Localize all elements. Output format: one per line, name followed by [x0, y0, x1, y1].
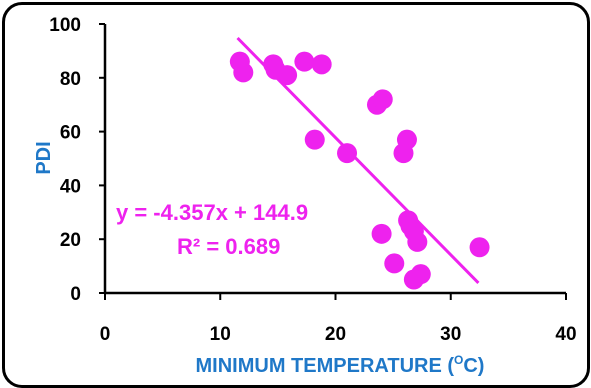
y-tick-label: 0 — [70, 284, 81, 305]
y-tick-label: 20 — [60, 230, 81, 251]
x-axis-title-main: MINIMUM TEMPERATURE ( — [196, 355, 455, 377]
x-axis-title-suffix: C) — [463, 355, 484, 377]
data-point — [277, 65, 298, 86]
data-points — [229, 51, 490, 290]
x-tick-marks: 0 10 20 30 40 — [100, 293, 577, 345]
x-axis-title: MINIMUM TEMPERATURE (OC) — [196, 353, 485, 377]
x-axis-title-superscript: O — [454, 353, 463, 367]
x-tick-label: 10 — [210, 324, 231, 345]
data-point — [469, 237, 490, 258]
data-point — [407, 231, 428, 252]
r-squared-label: R² = 0.689 — [177, 234, 280, 259]
data-point — [393, 143, 414, 164]
trendline — [236, 36, 480, 285]
x-tick-label: 20 — [325, 324, 346, 345]
data-point — [294, 51, 315, 72]
y-tick-label: 40 — [60, 176, 81, 197]
y-tick-label: 60 — [60, 123, 81, 144]
x-tick-label: 40 — [555, 324, 576, 345]
data-point — [384, 253, 405, 274]
data-point — [233, 62, 254, 83]
data-point — [403, 269, 424, 290]
data-point — [371, 223, 392, 244]
x-tick-label: 0 — [100, 324, 111, 345]
x-tick-label: 30 — [440, 324, 461, 345]
data-point — [311, 54, 332, 75]
y-tick-marks: 0 20 40 60 80 100 — [49, 15, 105, 305]
y-axis-title: PDI — [33, 141, 55, 174]
data-point — [304, 129, 325, 150]
y-tick-label: 80 — [60, 69, 81, 90]
trendline-equation: y = -4.357x + 144.9 — [116, 200, 308, 225]
data-point — [337, 143, 358, 164]
data-point — [372, 89, 393, 110]
y-tick-label: 100 — [49, 15, 81, 36]
